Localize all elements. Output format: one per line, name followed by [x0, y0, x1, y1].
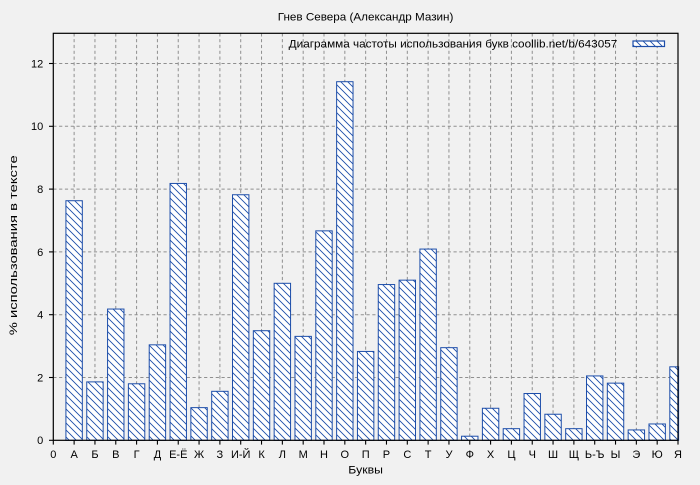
svg-text:С: С — [403, 449, 411, 461]
svg-text:6: 6 — [37, 247, 43, 259]
svg-text:П: П — [362, 449, 370, 461]
svg-text:2: 2 — [37, 372, 43, 384]
svg-text:Э: Э — [632, 449, 640, 461]
svg-text:0: 0 — [37, 435, 43, 447]
svg-text:И-Й: И-Й — [231, 448, 250, 461]
svg-text:А: А — [70, 449, 78, 461]
svg-text:В: В — [112, 449, 119, 461]
svg-text:Диаграмма частоты использовани: Диаграмма частоты использования букв coo… — [289, 38, 618, 50]
svg-text:Ц: Ц — [507, 449, 515, 461]
svg-text:О: О — [341, 449, 350, 461]
svg-text:У: У — [445, 449, 453, 461]
svg-text:Ю: Ю — [652, 449, 663, 461]
svg-text:Х: Х — [487, 449, 495, 461]
svg-text:Д: Д — [154, 449, 162, 461]
svg-text:Ф: Ф — [466, 449, 474, 461]
svg-text:К: К — [258, 449, 265, 461]
svg-text:Ж: Ж — [194, 449, 204, 461]
svg-text:З: З — [217, 449, 224, 461]
svg-text:Т: Т — [425, 449, 432, 461]
svg-text:Гнев Севера (Александр Мазин): Гнев Севера (Александр Мазин) — [278, 11, 454, 23]
svg-text:Буквы: Буквы — [348, 465, 383, 477]
svg-text:М: М — [299, 449, 308, 461]
svg-text:Л: Л — [279, 449, 286, 461]
svg-text:Ы: Ы — [611, 449, 621, 461]
svg-text:Щ: Щ — [569, 449, 579, 461]
svg-text:% использования в тексте: % использования в тексте — [8, 155, 20, 335]
svg-text:12: 12 — [31, 58, 43, 70]
svg-text:0: 0 — [50, 449, 56, 461]
svg-text:Г: Г — [134, 449, 140, 461]
svg-text:Я: Я — [674, 449, 682, 461]
svg-text:10: 10 — [31, 121, 43, 133]
svg-text:8: 8 — [37, 184, 43, 196]
svg-text:Ь-Ъ: Ь-Ъ — [585, 449, 605, 461]
svg-text:4: 4 — [37, 310, 43, 322]
svg-text:Р: Р — [383, 449, 390, 461]
svg-text:Ч: Ч — [529, 449, 536, 461]
svg-text:Ш: Ш — [548, 449, 558, 461]
svg-text:Б: Б — [91, 449, 98, 461]
svg-text:Е-Ё: Е-Ё — [169, 449, 187, 461]
svg-text:Н: Н — [320, 449, 328, 461]
